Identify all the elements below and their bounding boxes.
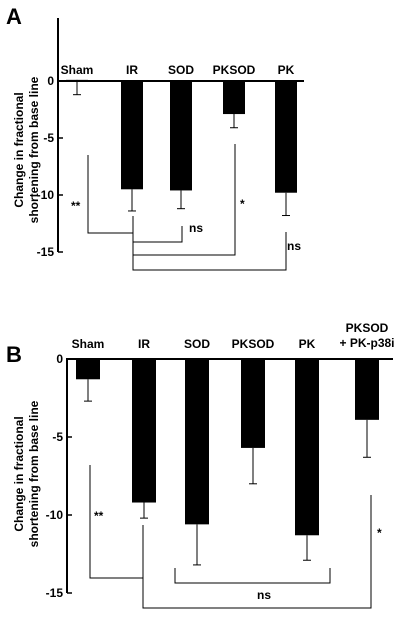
panel-b-category-label-pk: PK: [299, 337, 316, 351]
panel-b-category-label-pksod: PKSOD: [232, 337, 275, 351]
panel-b-bar-pksod: [241, 359, 265, 448]
panel-b-category-label-ir: IR: [138, 337, 150, 351]
panel-a-bracket-ir-pksod: [132, 144, 236, 256]
panel-b-y-axis-label-line2: shortening from base line: [27, 400, 41, 547]
panel-a-category-label-pk: PK: [278, 63, 295, 77]
panel-b-category-label-pksod-p38i-line1: PKSOD: [346, 321, 389, 335]
panel-b-bracket-ir-pksod-p38i: [142, 495, 372, 609]
panel-a-category-label-ir: IR: [126, 63, 138, 77]
panel-a-bar-pksod: [223, 81, 245, 115]
panel-b-category-labels: Sham IR SOD PKSOD PK PKSOD + PK-p38i: [72, 321, 395, 351]
panel-b-sig-label-sham-ir: **: [94, 509, 104, 523]
panel-a-sig-label-sham-ir: **: [71, 199, 81, 213]
panel-a-bar-ir: [121, 81, 143, 190]
panel-a-category-label-pksod: PKSOD: [213, 63, 256, 77]
panel-a-y-axis-label-line1: Change in fractional: [12, 92, 26, 207]
panel-b-tick-label-3: -15: [46, 586, 64, 600]
panel-a-bar-sod: [170, 81, 192, 191]
panel-b-significance-brackets: [89, 465, 372, 609]
panel-b-y-axis-label-line1: Change in fractional: [12, 416, 26, 531]
panel-b-bar-pk: [295, 359, 319, 536]
panel-b: B Change in fractional shortening from b…: [6, 321, 395, 609]
panel-a-ticks: 0 -5 -10 -15: [37, 74, 63, 259]
panel-a-bracket-ir-pk: [132, 232, 287, 271]
panel-b-ticks: 0 -5 -10 -15: [46, 352, 72, 600]
panel-a-sig-label-ir-pk: ns: [287, 239, 301, 253]
panel-b-tick-label-1: -5: [52, 430, 63, 444]
panel-b-sig-label-ir-pksod-p38i: *: [377, 526, 382, 540]
panel-a-tick-label-0: 0: [47, 74, 54, 88]
panel-a-tick-label-2: -10: [37, 188, 55, 202]
panel-a: A Change in fractional shortening from b…: [6, 4, 304, 271]
panel-a-category-label-sod: SOD: [168, 63, 194, 77]
panel-a-y-axis-label: Change in fractional shortening from bas…: [12, 76, 41, 223]
panel-a-bracket-ir-sod: [132, 223, 183, 243]
panel-b-category-label-sham: Sham: [72, 337, 105, 351]
panel-b-bar-sod: [185, 359, 209, 525]
panel-a-tick-label-1: -5: [43, 131, 54, 145]
panel-a-sig-label-ir-pksod: *: [240, 197, 245, 211]
panel-a-y-axis-label-line2: shortening from base line: [27, 76, 41, 223]
panel-a-bars: [66, 79, 297, 193]
panel-a-category-label-sham: Sham: [61, 63, 94, 77]
panel-a-error-bars: [73, 79, 290, 217]
panel-b-y-axis-label: Change in fractional shortening from bas…: [12, 400, 41, 547]
panel-a-tick-label-3: -15: [37, 245, 55, 259]
panel-b-letter: B: [6, 342, 22, 367]
panel-b-sig-label-sod-pk: ns: [257, 588, 271, 602]
panel-b-category-label-pksod-p38i-line2: + PK-p38i: [339, 336, 394, 350]
panel-a-significance-brackets: [87, 144, 287, 271]
panel-b-bar-sham: [76, 359, 100, 380]
panel-b-bars: [76, 359, 379, 536]
panel-b-bar-ir: [132, 359, 156, 503]
panel-b-category-label-sod: SOD: [184, 337, 210, 351]
panel-a-bar-pk: [275, 81, 297, 193]
panel-a-sig-label-ir-sod: ns: [189, 221, 203, 235]
panel-b-bracket-sod-pk: [174, 568, 331, 584]
panel-a-category-labels: Sham IR SOD PKSOD PK: [61, 63, 295, 77]
panel-b-tick-label-0: 0: [56, 352, 63, 366]
panel-a-letter: A: [6, 4, 22, 29]
panel-b-bar-pksod-pk-p38i: [355, 359, 379, 420]
panel-b-bracket-sham-ir: [89, 465, 144, 579]
panel-b-tick-label-2: -10: [46, 508, 64, 522]
panel-b-error-bars: [84, 379, 371, 566]
